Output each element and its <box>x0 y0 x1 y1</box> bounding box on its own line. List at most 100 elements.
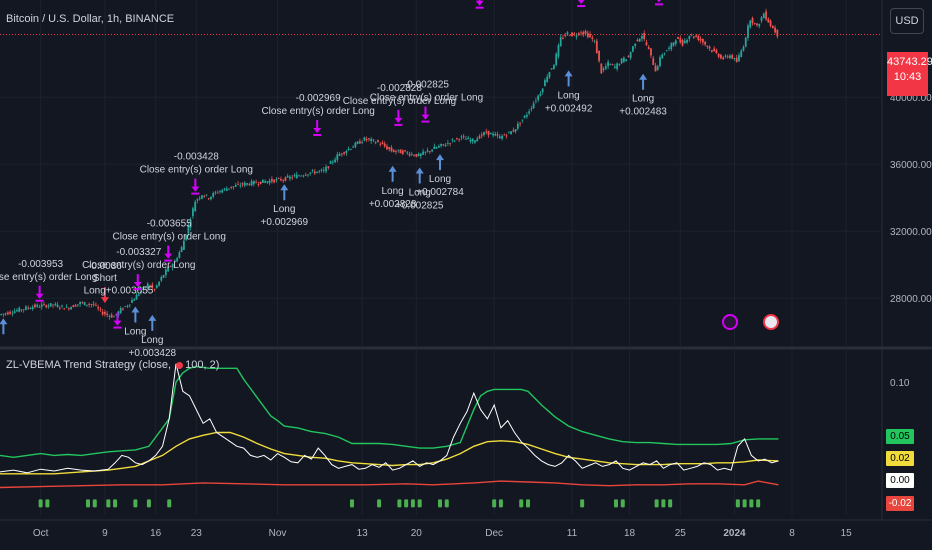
price-candle <box>81 302 84 304</box>
price-candle <box>162 275 165 278</box>
price-candle <box>747 25 749 38</box>
price-candle <box>474 140 476 143</box>
axes: 28000.00 32000.00 36000.00 40000.00 0.10 Oct 9… <box>33 93 932 539</box>
price-candle <box>180 247 183 252</box>
price-candle <box>656 66 659 71</box>
price-candle <box>304 174 307 176</box>
price-candle <box>695 35 698 37</box>
price-candle <box>201 195 203 199</box>
signal-bar <box>397 499 402 508</box>
price-candle <box>480 134 483 136</box>
price-candle <box>762 13 765 19</box>
indicator-title[interactable]: ZL-VBEMA Trend Strategy (close, 100, 2) <box>6 359 219 371</box>
price-candle <box>553 64 555 70</box>
price-candle <box>6 312 9 315</box>
price-candle <box>65 306 68 308</box>
close-marker-icon <box>38 285 41 298</box>
price-candle <box>22 309 25 311</box>
price-candle <box>151 284 154 288</box>
price-candle <box>250 181 253 186</box>
price-candle <box>76 304 79 306</box>
price-candle <box>458 139 461 140</box>
price-candle <box>577 33 580 36</box>
price-candle <box>160 276 163 281</box>
price-candle <box>0 314 3 315</box>
price-candle <box>40 304 43 307</box>
price-candle <box>659 57 661 67</box>
us-flag-icon[interactable] <box>763 314 779 330</box>
price-candle <box>264 181 267 183</box>
signal-bar <box>146 499 151 508</box>
price-candle <box>54 303 57 305</box>
indicator-title-suffix: 100, 2) <box>185 359 220 371</box>
price-candle <box>399 149 402 154</box>
price-candle <box>298 175 300 177</box>
price-candle <box>582 31 585 35</box>
time-tick-label: 25 <box>675 528 687 539</box>
price-candle <box>61 305 63 307</box>
price-candle <box>622 57 625 62</box>
trade-label: Long <box>409 187 431 198</box>
signal-bar <box>92 499 97 508</box>
price-candle <box>632 46 634 52</box>
price-plot[interactable] <box>0 8 779 320</box>
badge-upper: 0.05 <box>886 429 914 444</box>
price-candle <box>717 53 720 57</box>
close-marker-icon <box>577 5 586 8</box>
trade-profit: -0.003327 <box>116 247 161 258</box>
badge-mid: 0.02 <box>886 451 914 466</box>
currency-button[interactable]: USD <box>890 8 924 34</box>
signal-bar <box>86 499 90 508</box>
price-candle <box>541 88 544 93</box>
price-candle <box>383 143 386 147</box>
price-candle <box>751 18 754 24</box>
price-candle <box>650 48 652 56</box>
lightning-icon[interactable] <box>722 314 738 330</box>
price-candle <box>182 240 185 250</box>
long-arrow-icon <box>436 154 444 171</box>
price-candle <box>512 130 515 132</box>
indicator-plot[interactable] <box>0 363 779 508</box>
price-candle <box>638 38 641 42</box>
price-candle <box>397 149 400 151</box>
price-candle <box>16 310 18 312</box>
price-candle <box>104 311 106 315</box>
price-candle <box>544 80 546 87</box>
time-tick-label: 20 <box>411 528 423 539</box>
long-arrow-icon <box>0 318 8 335</box>
price-candle <box>546 76 549 82</box>
price-candle <box>738 55 740 62</box>
price-candle <box>550 68 553 70</box>
price-candle <box>451 139 454 141</box>
price-candle <box>706 45 709 47</box>
signal-bar <box>133 499 138 508</box>
time-tick-label: Oct <box>33 528 49 539</box>
price-candle <box>627 56 630 57</box>
price-candle <box>340 153 343 155</box>
price-candle <box>498 136 501 139</box>
price-candle <box>137 294 140 296</box>
price-candle <box>13 311 16 314</box>
price-candle <box>207 198 210 200</box>
price-candle <box>672 42 675 46</box>
price-candle <box>327 166 330 168</box>
price-candle <box>374 142 377 144</box>
price-candle <box>771 25 774 29</box>
price-candle <box>564 34 567 36</box>
price-candle <box>282 179 285 181</box>
price-candle <box>677 37 679 39</box>
price-candle <box>228 188 230 190</box>
price-candle <box>295 174 298 179</box>
price-candle <box>760 17 763 21</box>
price-candle <box>311 170 314 172</box>
price-candle <box>692 36 695 38</box>
price-candle <box>415 154 418 157</box>
price-candle <box>88 304 91 306</box>
close-marker-icon <box>394 117 403 123</box>
price-candle <box>710 50 713 52</box>
price-candle <box>352 146 355 148</box>
price-candle <box>731 55 734 59</box>
price-candle <box>670 43 673 50</box>
price-candle <box>187 225 190 234</box>
